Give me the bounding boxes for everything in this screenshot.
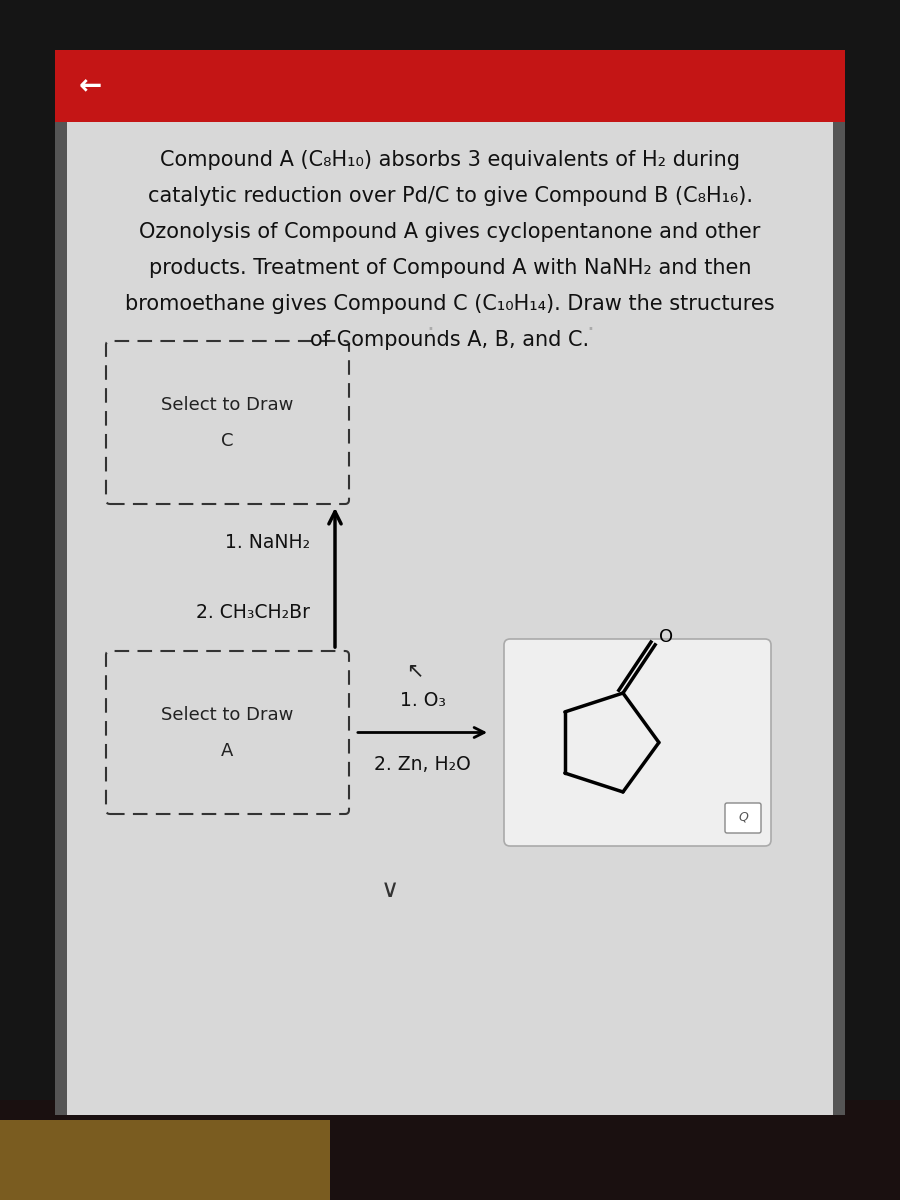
- Text: catalytic reduction over Pd/C to give Compound B (C₈H₁₆).: catalytic reduction over Pd/C to give Co…: [148, 186, 752, 206]
- Bar: [55, 50, 845, 1115]
- Bar: [55, 50, 845, 122]
- FancyBboxPatch shape: [504, 638, 771, 846]
- Bar: [55, 122, 67, 1115]
- Text: O: O: [659, 628, 673, 646]
- Text: Compound A (C₈H₁₀) absorbs 3 equivalents of H₂ during: Compound A (C₈H₁₀) absorbs 3 equivalents…: [160, 150, 740, 170]
- Bar: [833, 122, 845, 1115]
- Text: Q: Q: [738, 810, 748, 823]
- Bar: [0, 1100, 900, 1200]
- Text: 1. NaNH₂: 1. NaNH₂: [225, 533, 310, 552]
- Text: Select to Draw: Select to Draw: [161, 706, 293, 724]
- Text: products. Treatment of Compound A with NaNH₂ and then: products. Treatment of Compound A with N…: [148, 258, 751, 278]
- FancyBboxPatch shape: [725, 803, 761, 833]
- Text: Select to Draw: Select to Draw: [161, 396, 293, 414]
- Text: ←: ←: [78, 72, 102, 100]
- Text: ∨: ∨: [381, 878, 399, 902]
- Text: A: A: [221, 742, 234, 760]
- Text: ·: ·: [426, 318, 434, 342]
- Text: Ozonolysis of Compound A gives cyclopentanone and other: Ozonolysis of Compound A gives cyclopent…: [140, 222, 760, 242]
- FancyBboxPatch shape: [106, 341, 349, 504]
- Text: C: C: [221, 432, 234, 450]
- Text: 1. O₃: 1. O₃: [400, 691, 446, 710]
- FancyBboxPatch shape: [106, 650, 349, 814]
- Text: ·: ·: [586, 318, 594, 342]
- Text: of Compounds A, B, and C.: of Compounds A, B, and C.: [310, 330, 590, 350]
- Text: bromoethane gives Compound C (C₁₀H₁₄). Draw the structures: bromoethane gives Compound C (C₁₀H₁₄). D…: [125, 294, 775, 314]
- Text: 2. CH₃CH₂Br: 2. CH₃CH₂Br: [196, 602, 310, 622]
- Text: ↖: ↖: [406, 660, 424, 680]
- Text: 2. Zn, H₂O: 2. Zn, H₂O: [374, 755, 471, 774]
- Bar: [0, 1120, 330, 1200]
